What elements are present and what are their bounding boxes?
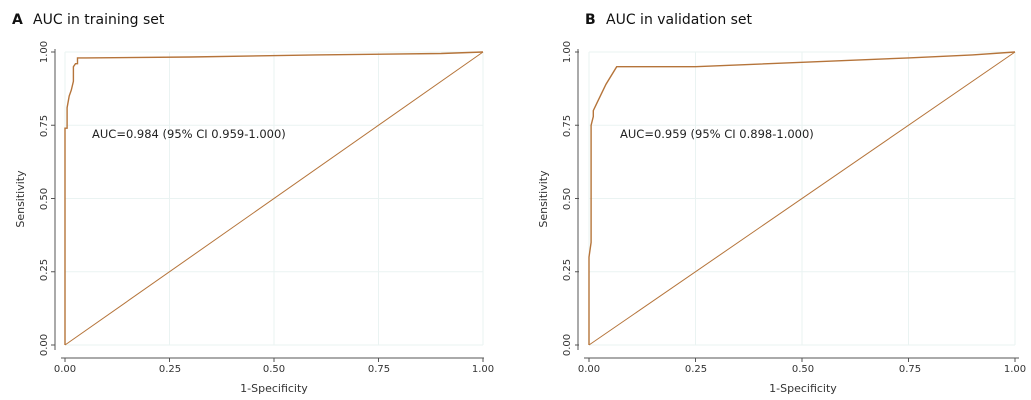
panel-a-letter: A — [12, 12, 23, 28]
panel-a-xtick-label-2: 0.50 — [263, 364, 285, 375]
panel-b-series-layer — [588, 51, 1016, 346]
panel-a-title: AUC in training set — [33, 12, 165, 28]
panel-a-auc-annotation: AUC=0.984 (95% CI 0.959-1.000) — [92, 127, 286, 141]
panel-b-xtick-label-4: 1.00 — [1004, 364, 1026, 375]
panel-b-xtick-label-1: 0.25 — [685, 364, 707, 375]
panel-a-xtick-label-1: 0.25 — [159, 364, 181, 375]
panel-b-roc-curve — [588, 51, 1016, 345]
panel-b-xtick-label-0: 0.00 — [578, 364, 600, 375]
panel-a-y-axis-label: Sensitivity — [14, 170, 27, 228]
panel-a-xtick-label-3: 0.75 — [368, 364, 390, 375]
panel-b-ytick-label-3: 0.75 — [562, 115, 573, 137]
panel-b-xtick-label-3: 0.75 — [899, 364, 921, 375]
panel-a-ytick-label-4: 1.00 — [39, 41, 50, 63]
panel-a-ytick-label-2: 0.50 — [39, 188, 50, 210]
panel-a-xtick-label-4: 1.00 — [472, 364, 494, 375]
panel-a-roc-curve — [64, 51, 484, 345]
chart-panel-b: B AUC in validation set 0.00 0.25 0.50 0… — [537, 12, 1026, 395]
panel-b-y-axis-label: Sensitivity — [537, 170, 550, 228]
panel-b-auc-annotation: AUC=0.959 (95% CI 0.898-1.000) — [620, 127, 814, 141]
panel-a-ytick-label-0: 0.00 — [39, 334, 50, 356]
panel-a-ytick-label-3: 0.75 — [39, 115, 50, 137]
panel-b-ytick-label-0: 0.00 — [562, 334, 573, 356]
panel-b-title: AUC in validation set — [606, 12, 753, 28]
panel-b-ticks — [575, 51, 1016, 362]
panel-a-xtick-label-0: 0.00 — [54, 364, 76, 375]
panel-b-letter: B — [585, 12, 596, 28]
panel-a-x-axis-label: 1-Specificity — [240, 382, 308, 395]
panel-a-series-layer — [64, 51, 484, 346]
panel-b-xtick-label-2: 0.50 — [792, 364, 814, 375]
panel-b-ytick-label-2: 0.50 — [562, 188, 573, 210]
panel-a-ticks — [51, 51, 484, 362]
panel-b-x-axis-label: 1-Specificity — [769, 382, 837, 395]
panel-a-reference-line — [64, 51, 484, 346]
panel-b-reference-line — [588, 51, 1016, 346]
panel-a-ytick-label-1: 0.25 — [39, 259, 50, 281]
chart-panel-a: A AUC in training set 0.00 0.25 0.50 0.7… — [12, 12, 494, 395]
panel-b-ytick-label-1: 0.25 — [562, 259, 573, 281]
panel-b-ytick-label-4: 1.00 — [562, 41, 573, 63]
